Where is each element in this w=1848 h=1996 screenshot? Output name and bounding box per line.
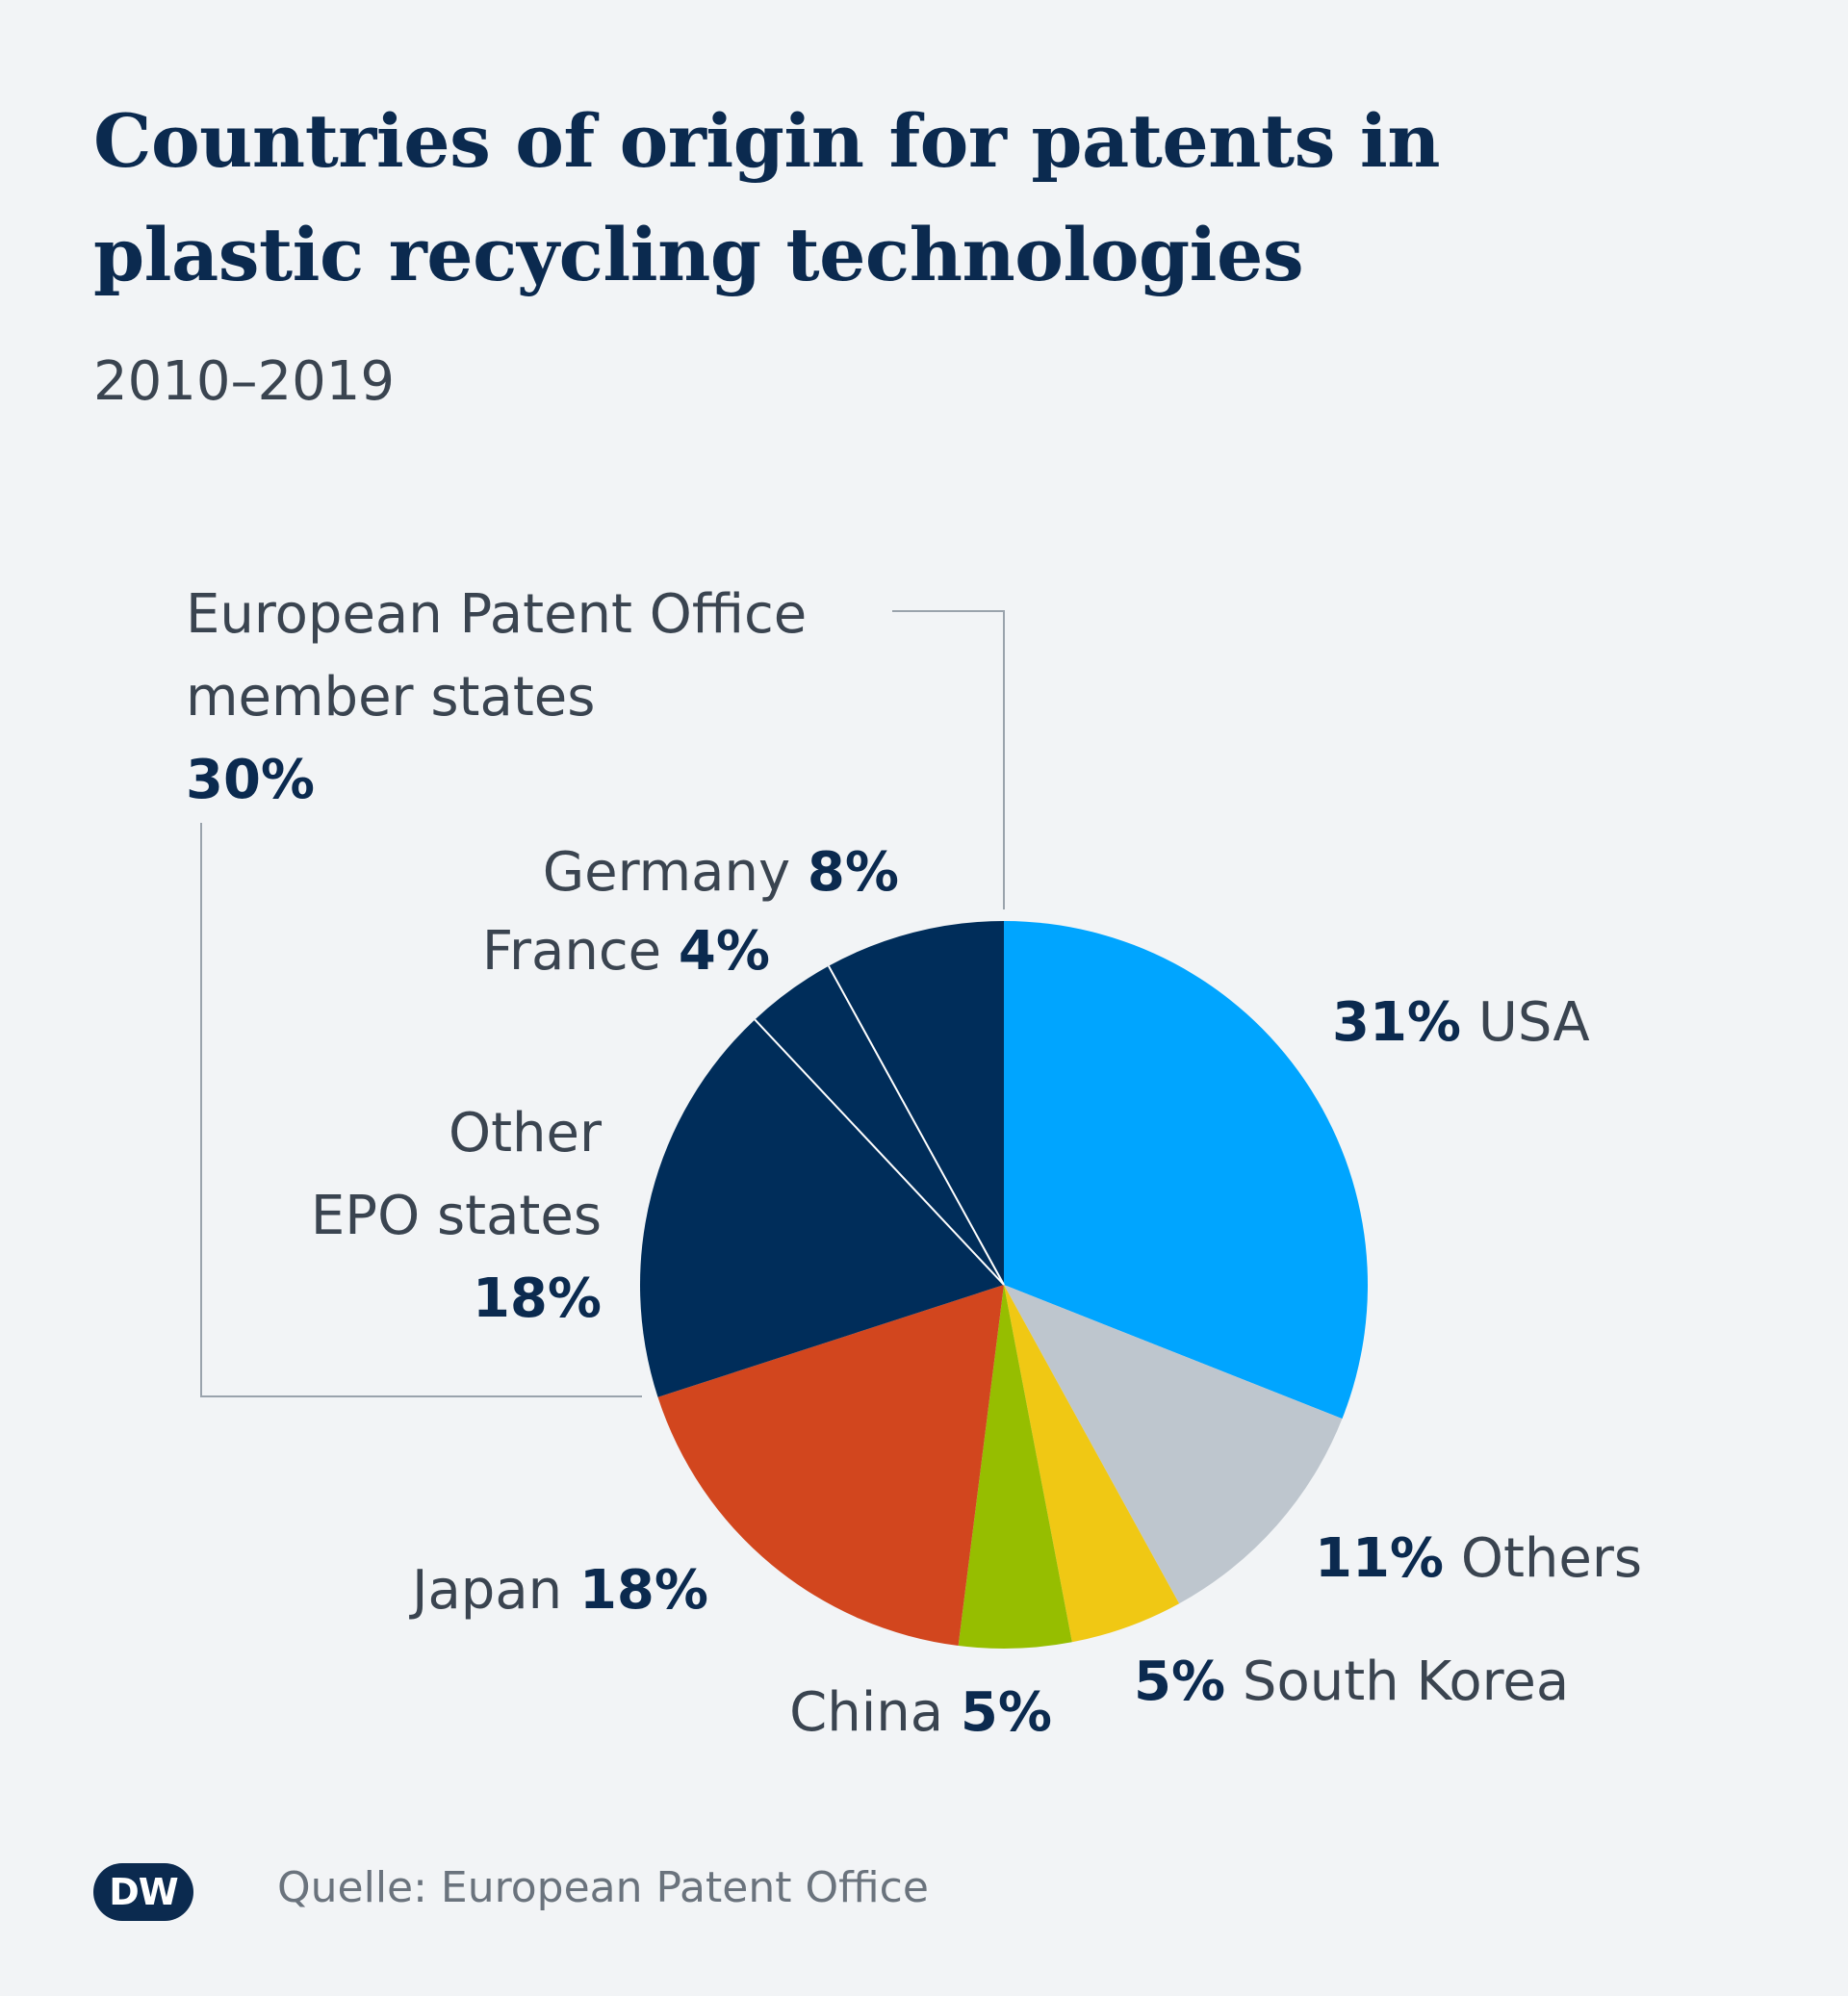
pie-slice-china bbox=[958, 1285, 1072, 1649]
dw-logo: DW bbox=[93, 1863, 193, 1921]
label-south-korea: 5% South Korea bbox=[1134, 1651, 1570, 1713]
label-others: 11% Others bbox=[1315, 1527, 1643, 1590]
pie-slice-japan bbox=[657, 1285, 1004, 1647]
label-france: France 4% bbox=[481, 920, 770, 983]
label-china: China 5% bbox=[789, 1681, 1052, 1744]
epo-bracket-top bbox=[892, 610, 1005, 909]
source-note: Quelle: European Patent Office bbox=[277, 1863, 929, 1912]
label-epo-group: European Patent Office member states 30% bbox=[186, 583, 808, 811]
pie-slice-germany bbox=[828, 921, 1004, 1285]
chart-subtitle: 2010–2019 bbox=[93, 350, 396, 413]
epo-dividers bbox=[754, 965, 1005, 1286]
pie-slices bbox=[639, 921, 1369, 1649]
pie-slice-others bbox=[1004, 1285, 1343, 1604]
epo-bracket-left bbox=[200, 823, 642, 1397]
label-other-epo: Other EPO states 18% bbox=[310, 1102, 602, 1330]
pie-slice-france bbox=[755, 965, 1004, 1285]
chart-title: Countries of origin for patents in plast… bbox=[93, 98, 1440, 297]
divider-france bbox=[754, 1018, 1005, 1286]
pie-slice-other-epo-states bbox=[639, 1019, 1004, 1397]
pie-slice-usa bbox=[1004, 921, 1369, 1420]
divider-germany bbox=[828, 965, 1005, 1286]
pie-slice-south-korea bbox=[1004, 1285, 1180, 1643]
label-germany: Germany 8% bbox=[542, 841, 899, 904]
label-japan: Japan 18% bbox=[411, 1559, 708, 1622]
label-usa: 31% USA bbox=[1332, 991, 1590, 1054]
